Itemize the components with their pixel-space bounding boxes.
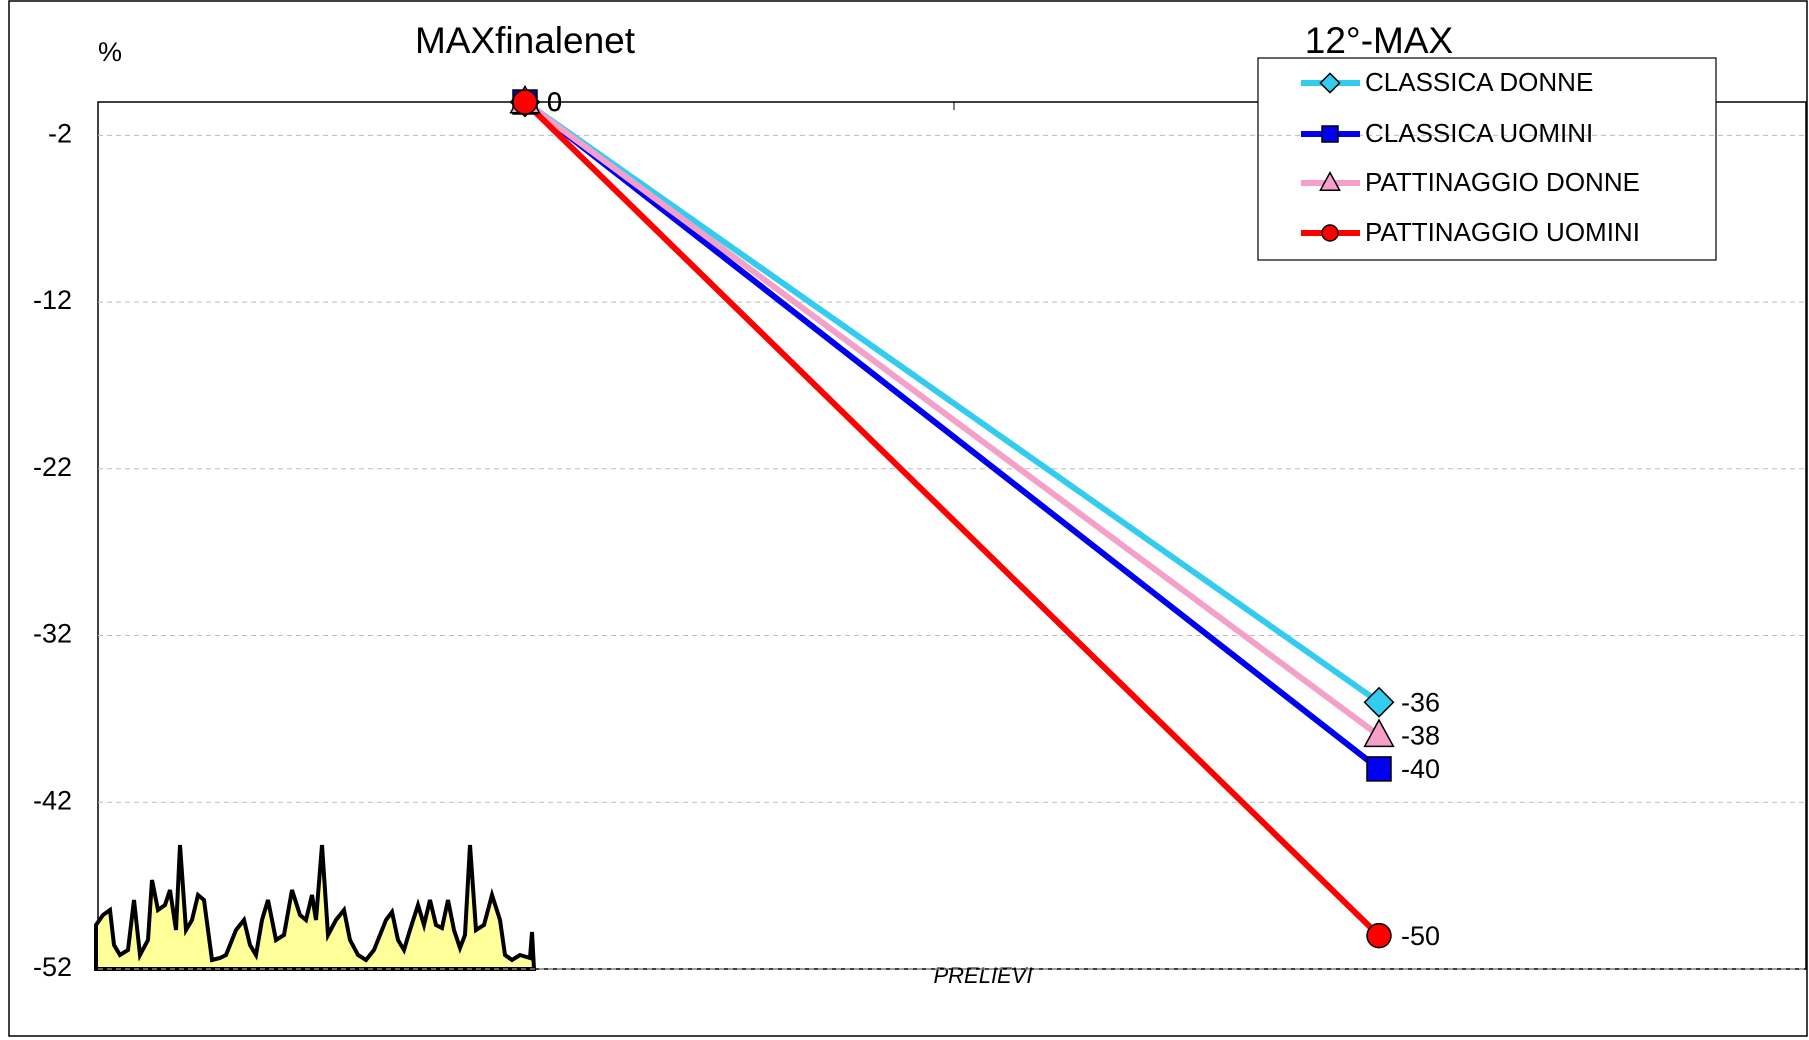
y-tick-label: -32	[33, 619, 72, 649]
legend-marker	[1322, 225, 1338, 241]
y-tick-label: -52	[33, 952, 72, 982]
category-label: MAXfinalenet	[415, 20, 636, 61]
data-label: -40	[1401, 754, 1440, 784]
data-label: 0	[547, 87, 562, 117]
chart: % PRELIEVI -2 -12 -22 -32 -42 -52 MAXfinalenet…	[0, 0, 1809, 1040]
data-label: -38	[1401, 721, 1440, 751]
data-point	[1367, 757, 1391, 781]
category-label: 12°-MAX	[1305, 20, 1453, 61]
legend-label: PATTINAGGIO DONNE	[1365, 167, 1640, 197]
y-tick-label: -2	[48, 118, 72, 148]
y-tick-label: -12	[33, 285, 72, 315]
x-axis-label: PRELIEVI	[933, 963, 1032, 988]
page: % PRELIEVI -2 -12 -22 -32 -42 -52 MAXfinalenet…	[0, 0, 1809, 1040]
legend-label: PATTINAGGIO UOMINI	[1365, 217, 1640, 247]
y-tick-label: -42	[33, 785, 72, 815]
legend-label: CLASSICA UOMINI	[1365, 118, 1593, 148]
data-point	[513, 90, 537, 114]
data-label: -36	[1401, 687, 1440, 717]
data-label: -50	[1401, 921, 1440, 951]
legend-marker	[1322, 126, 1338, 142]
data-point	[1367, 924, 1391, 948]
legend-label: CLASSICA DONNE	[1365, 67, 1593, 97]
y-tick-label: -22	[33, 452, 72, 482]
y-axis-label: %	[98, 37, 122, 67]
